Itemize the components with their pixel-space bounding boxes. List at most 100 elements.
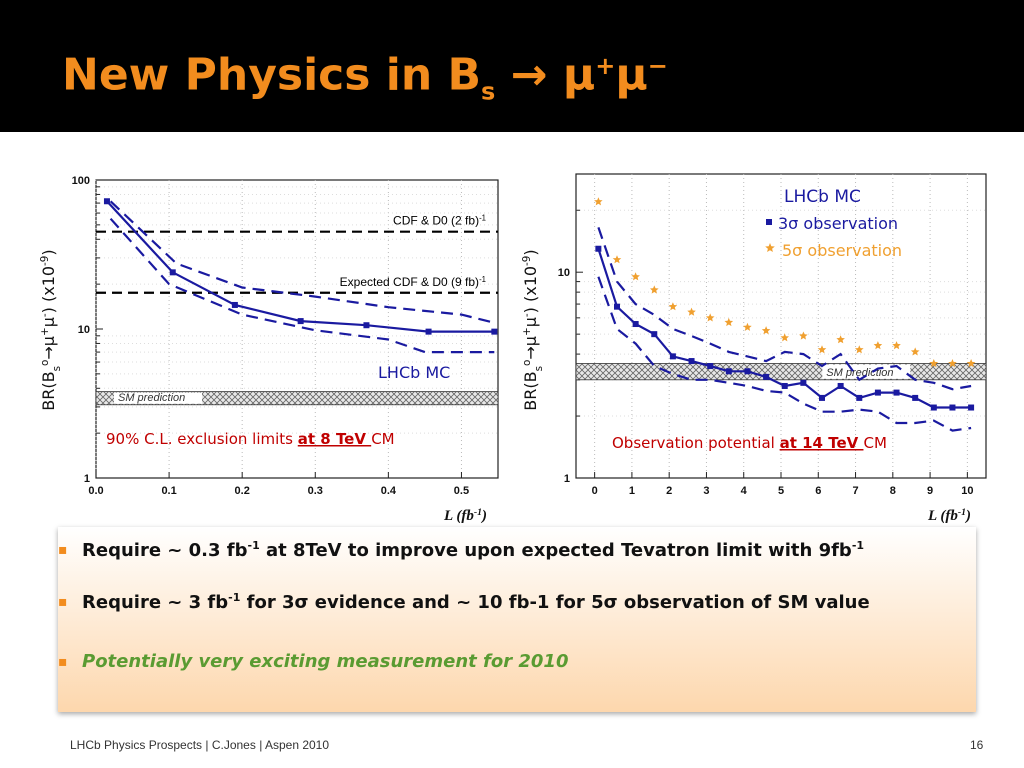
data-point	[725, 368, 732, 375]
data-point	[744, 368, 751, 375]
data-point	[949, 404, 956, 411]
lhcb-mc-label: LHCb MC	[784, 187, 861, 207]
x-tick-label: 0.5	[454, 485, 469, 497]
data-point	[103, 198, 110, 205]
data-point	[893, 389, 900, 396]
bullet-evidence-observation: Require ~ 3 fb-1 for 3σ evidence and ~ 1…	[58, 591, 870, 613]
star-point	[650, 285, 659, 294]
star-point	[594, 197, 603, 206]
x-tick-label: 1	[629, 485, 635, 497]
series-line-lower	[597, 276, 972, 432]
y-tick-label: 1	[564, 473, 570, 485]
data-point	[874, 389, 881, 396]
data-point	[800, 379, 807, 386]
x-tick-label: 0.4	[381, 485, 397, 497]
data-point	[837, 382, 844, 389]
title-bar: New Physics in Bs → μ+μ−	[0, 0, 1024, 132]
star-point	[780, 333, 789, 342]
data-point	[930, 404, 937, 411]
star-point	[892, 341, 901, 350]
star-point	[761, 326, 771, 335]
legend-label-3sigma: 3σ observation	[778, 214, 898, 233]
star-point	[631, 272, 640, 281]
star-point	[948, 359, 957, 368]
sm-prediction-band	[575, 363, 987, 381]
data-point	[968, 404, 975, 411]
x-tick-label: 3	[703, 485, 709, 497]
bullet-tevatron-limit: Require ~ 0.3 fb-1 at 8TeV to improve up…	[58, 539, 864, 561]
bullet-panel: Require ~ 0.3 fb-1 at 8TeV to improve up…	[58, 527, 976, 712]
lhcb-mc-label: LHCb MC	[378, 363, 450, 382]
x-tick-label: 0.1	[161, 485, 176, 497]
chart-caption: Observation potential at 14 TeV CM	[612, 434, 887, 452]
sm-label-bg	[822, 364, 911, 379]
data-point	[491, 328, 498, 335]
star-point	[687, 307, 696, 316]
star-point	[836, 335, 845, 344]
y-tick-label: 10	[558, 267, 570, 279]
x-tick-label: 0.2	[235, 485, 250, 497]
data-point	[231, 301, 238, 308]
series-line-upper	[109, 200, 495, 324]
y-axis-label-group: BR(Bso→μ+μ-) (x10-9)	[39, 249, 63, 410]
star-point	[910, 347, 920, 356]
data-point	[632, 321, 639, 328]
y-tick-label: 10	[78, 324, 90, 336]
data-point	[595, 245, 602, 252]
y-tick-label: 100	[72, 175, 90, 187]
y-tick-label: 1	[84, 473, 90, 485]
series-line-upper	[597, 227, 972, 391]
star-point	[855, 345, 864, 354]
star-point	[817, 345, 827, 354]
star-point	[705, 313, 715, 322]
x-tick-label: 10	[961, 485, 973, 497]
chart-exclusion-svg: SM prediction CDF & D0 (2 fb)-1 Expected C…	[39, 175, 499, 525]
legend-marker-5sigma	[765, 243, 775, 252]
x-axis-label: L (fb-1)	[443, 507, 487, 525]
y-axis-label: BR(Bso→μ+μ-) (x10-9)	[39, 249, 63, 410]
x-tick-label: 0	[592, 485, 598, 497]
x-tick-label: 5	[778, 485, 784, 497]
x-tick-label: 0.0	[88, 485, 103, 497]
star-point	[724, 317, 734, 327]
data-point	[912, 394, 919, 401]
star-point	[668, 302, 678, 311]
reference-line-label: Expected CDF & D0 (9 fb)-1	[340, 274, 486, 289]
star-point	[929, 359, 939, 368]
data-point	[856, 394, 863, 401]
footer-text: LHCb Physics Prospects | C.Jones | Aspen…	[70, 738, 330, 752]
data-point	[669, 353, 676, 360]
legend-marker-3sigma	[766, 219, 772, 225]
data-point	[819, 394, 825, 401]
data-point	[363, 322, 370, 329]
data-point	[169, 269, 176, 276]
x-tick-label: 2	[666, 485, 672, 497]
chart-observation-potential: SM prediction 0 1 2 3 4 5 6 7 8 9 10 1 10 BR(Bso→μ+μ-)…	[516, 160, 994, 530]
star-point	[743, 322, 752, 331]
legend-label-5sigma: 5σ observation	[782, 241, 902, 260]
x-tick-label: 6	[815, 485, 821, 497]
x-tick-label: 9	[927, 485, 933, 497]
data-point	[297, 318, 304, 325]
sm-label-bg	[114, 392, 202, 404]
page-number: 16	[970, 738, 984, 752]
data-point	[781, 382, 788, 389]
data-point	[688, 358, 695, 365]
series-line-lower	[109, 217, 495, 354]
star-point	[799, 331, 808, 340]
x-tick-label: 7	[852, 485, 858, 497]
data-point	[425, 328, 432, 335]
data-point	[763, 373, 770, 380]
slide-title: New Physics in Bs → μ+μ−	[62, 49, 668, 106]
data-point	[651, 331, 658, 338]
y-axis-label: BR(Bso→μ+μ-) (x10-9)	[521, 249, 545, 410]
x-tick-label: 8	[890, 485, 896, 497]
chart-exclusion-limits: SM prediction CDF & D0 (2 fb)-1 Expected C…	[28, 160, 508, 530]
data-point	[614, 303, 620, 310]
star-point	[612, 255, 622, 264]
data-point	[707, 363, 714, 370]
x-axis-label: L (fb-1)	[927, 507, 971, 525]
bullet-exciting-measurement: Potentially very exciting measurement fo…	[58, 651, 569, 673]
sm-prediction-label: SM prediction	[118, 392, 185, 404]
